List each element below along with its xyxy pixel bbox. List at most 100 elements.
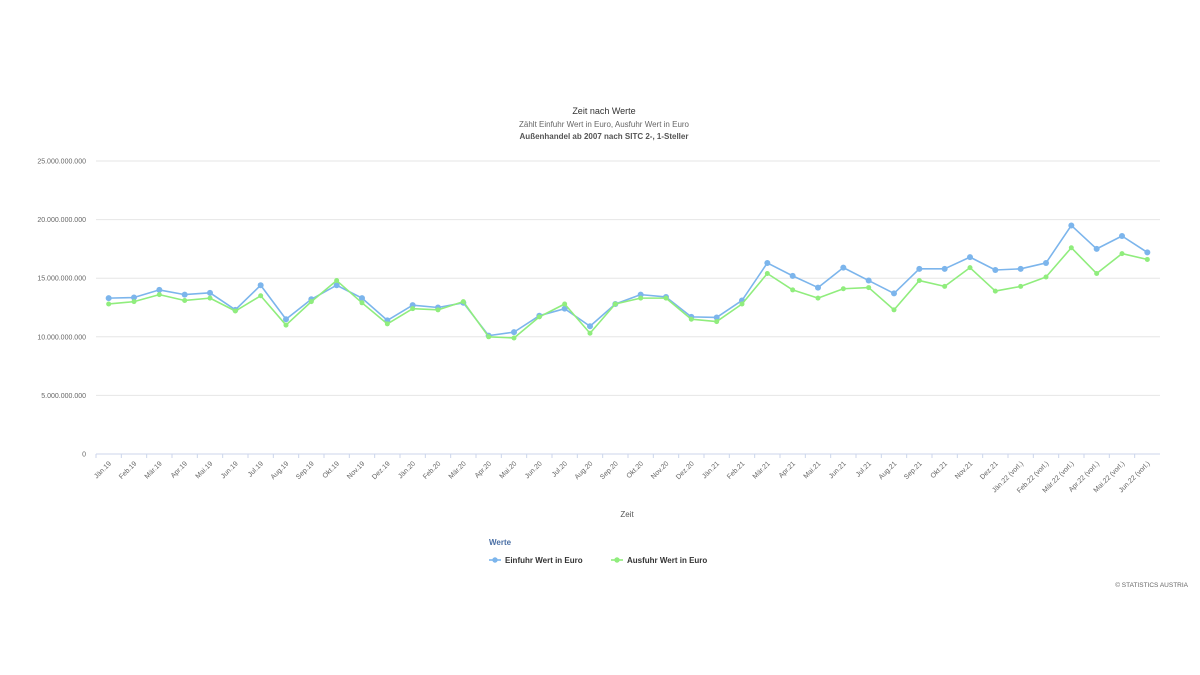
data-point[interactable] xyxy=(587,330,593,336)
legend-item[interactable]: Ausfuhr Wert in Euro xyxy=(611,556,707,565)
data-point[interactable] xyxy=(359,300,365,306)
x-tick-label: Nov.19 xyxy=(346,460,366,480)
data-point[interactable] xyxy=(1144,249,1151,256)
data-point[interactable] xyxy=(359,295,365,302)
data-point[interactable] xyxy=(941,265,948,272)
data-point[interactable] xyxy=(460,299,466,305)
data-point[interactable] xyxy=(257,282,264,289)
data-point[interactable] xyxy=(409,302,416,309)
data-point[interactable] xyxy=(1068,245,1074,251)
data-point[interactable] xyxy=(764,271,770,277)
data-point[interactable] xyxy=(232,308,238,314)
data-point[interactable] xyxy=(663,295,669,301)
data-point[interactable] xyxy=(410,306,416,312)
data-point[interactable] xyxy=(891,290,897,297)
data-point[interactable] xyxy=(156,292,162,298)
legend-item[interactable]: Einfuhr Wert in Euro xyxy=(489,556,583,565)
x-tick-label: Jul.20 xyxy=(551,460,569,478)
data-point[interactable] xyxy=(1094,271,1100,277)
data-point[interactable] xyxy=(511,329,517,336)
data-point[interactable] xyxy=(511,335,517,341)
data-point[interactable] xyxy=(713,314,720,321)
x-tick-label: Aug.21 xyxy=(878,460,899,481)
data-point[interactable] xyxy=(815,284,821,291)
data-point[interactable] xyxy=(1068,222,1075,229)
data-point[interactable] xyxy=(790,287,796,293)
data-point[interactable] xyxy=(1119,233,1125,240)
data-point[interactable] xyxy=(156,286,163,293)
data-point[interactable] xyxy=(638,295,644,301)
data-point[interactable] xyxy=(182,297,188,303)
data-point[interactable] xyxy=(308,299,314,305)
data-point[interactable] xyxy=(562,301,568,307)
data-point[interactable] xyxy=(207,289,213,296)
data-point[interactable] xyxy=(637,291,644,298)
data-point[interactable] xyxy=(916,265,923,272)
x-tick-label: Dez.19 xyxy=(371,460,392,481)
data-point[interactable] xyxy=(1144,256,1150,262)
data-point[interactable] xyxy=(1043,274,1049,280)
data-point[interactable] xyxy=(334,278,340,284)
data-point[interactable] xyxy=(1018,283,1024,289)
data-point[interactable] xyxy=(587,323,593,330)
x-tick-label: Apr.19 xyxy=(170,460,189,479)
data-point[interactable] xyxy=(283,322,289,328)
data-point[interactable] xyxy=(967,265,973,271)
data-point[interactable] xyxy=(131,299,137,305)
data-point[interactable] xyxy=(105,295,112,302)
x-tick-label: Jun.21 xyxy=(828,460,848,480)
data-point[interactable] xyxy=(536,314,542,320)
legend-title: Werte xyxy=(489,538,512,547)
data-point[interactable] xyxy=(283,316,289,323)
data-point[interactable] xyxy=(333,282,340,289)
data-point[interactable] xyxy=(789,272,796,279)
x-axis-title: Zeit xyxy=(620,510,634,519)
x-tick-label: Jul.21 xyxy=(855,460,873,478)
data-point[interactable] xyxy=(207,295,213,301)
legend-label: Ausfuhr Wert in Euro xyxy=(627,556,707,565)
x-tick-label: Nov.21 xyxy=(954,460,974,480)
data-point[interactable] xyxy=(739,301,745,307)
x-tick-label: Okt.20 xyxy=(626,460,646,480)
data-point[interactable] xyxy=(1017,265,1024,272)
data-point[interactable] xyxy=(992,266,999,273)
credits[interactable]: © STATISTICS AUSTRIA xyxy=(1115,581,1188,589)
x-tick-label: Apr.20 xyxy=(474,460,493,479)
data-point[interactable] xyxy=(486,334,492,340)
data-point[interactable] xyxy=(384,321,390,327)
data-point[interactable] xyxy=(866,285,872,291)
x-tick-label: Jän.21 xyxy=(701,460,721,480)
series-2[interactable] xyxy=(106,245,1150,341)
data-point[interactable] xyxy=(1043,259,1049,266)
series-1[interactable] xyxy=(105,222,1151,339)
data-point[interactable] xyxy=(992,288,998,294)
data-point[interactable] xyxy=(258,293,264,299)
data-point[interactable] xyxy=(1093,245,1100,252)
x-tick-label: Okt.21 xyxy=(930,460,950,480)
x-tick-label: Mai.20 xyxy=(499,460,519,480)
data-point[interactable] xyxy=(1119,251,1125,257)
series-layer xyxy=(105,222,1151,341)
data-point[interactable] xyxy=(131,294,137,301)
data-point[interactable] xyxy=(865,277,872,284)
data-point[interactable] xyxy=(916,278,922,284)
data-point[interactable] xyxy=(612,301,618,307)
data-point[interactable] xyxy=(181,291,188,298)
data-point[interactable] xyxy=(967,254,973,261)
x-tick-label: Jul.19 xyxy=(247,460,265,478)
legend[interactable]: Einfuhr Wert in Euro Ausfuhr Wert in Euro xyxy=(489,556,707,565)
data-point[interactable] xyxy=(891,307,897,313)
x-tick-label: Sep.19 xyxy=(295,460,316,481)
data-point[interactable] xyxy=(714,319,720,325)
data-point[interactable] xyxy=(840,264,847,271)
data-point[interactable] xyxy=(435,307,441,313)
x-tick-label: Feb.19 xyxy=(118,460,138,480)
data-point[interactable] xyxy=(942,283,948,289)
data-point[interactable] xyxy=(688,316,694,322)
data-point[interactable] xyxy=(764,259,771,266)
data-point[interactable] xyxy=(815,295,821,301)
data-point[interactable] xyxy=(561,305,568,312)
y-axis-ticks: 0 5.000.000.000 10.000.000.000 15.000.000.0… xyxy=(37,159,86,459)
data-point[interactable] xyxy=(106,301,112,307)
data-point[interactable] xyxy=(840,286,846,292)
